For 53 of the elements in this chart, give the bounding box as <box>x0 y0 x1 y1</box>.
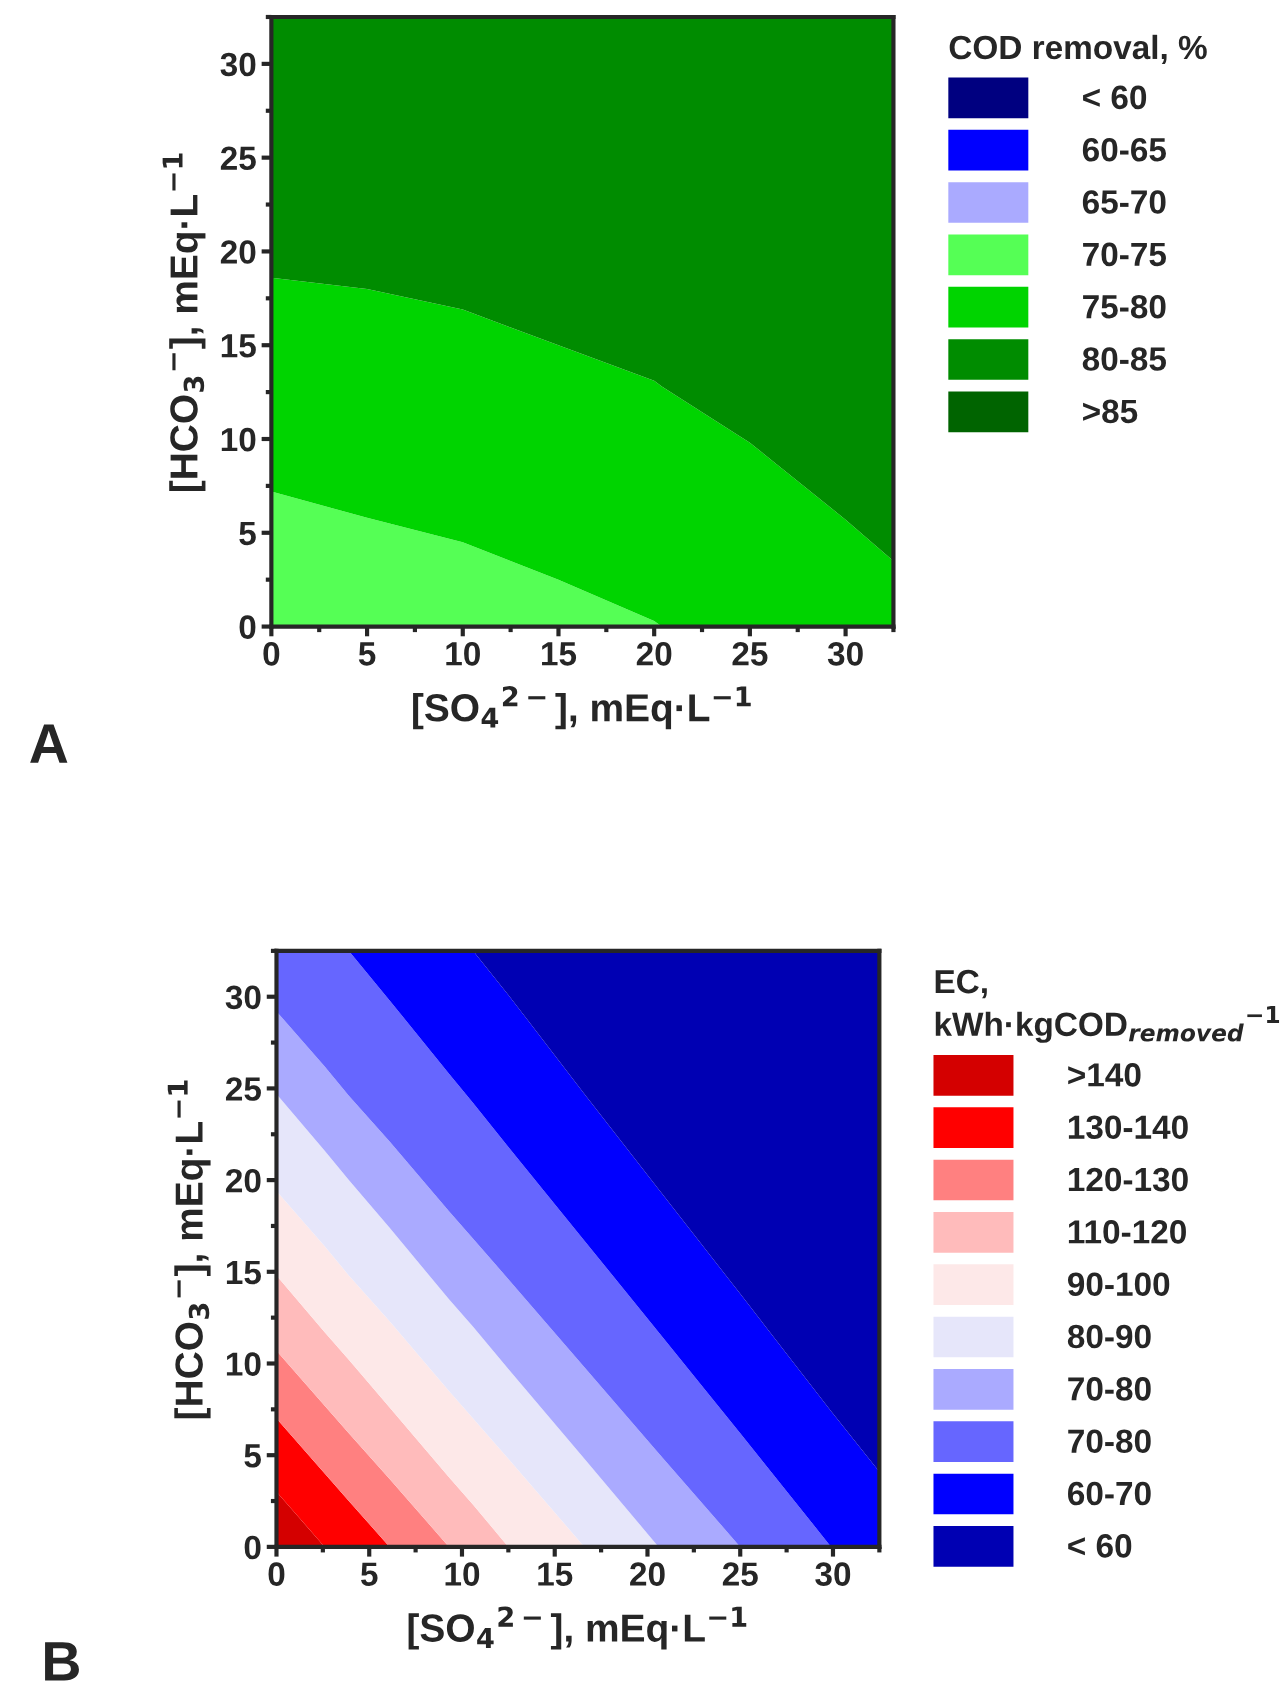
y-tick-label: 5 <box>239 521 256 546</box>
y-tick-label: 0 <box>239 615 256 639</box>
legend-label: < 60 <box>1083 85 1147 110</box>
legend-label: >140 <box>1068 1063 1141 1087</box>
legend-label: 70-80 <box>1068 1377 1151 1401</box>
y-axis-title: [HCO$_{3}$$^{−}$], mEq·L$^{−1}$ <box>167 1080 211 1419</box>
x-tick-label: 25 <box>732 642 768 666</box>
y-tick-label: 25 <box>220 146 256 171</box>
legend-label: 65-70 <box>1082 190 1166 214</box>
legend-label: < 60 <box>1068 1534 1132 1558</box>
y-tick-label: 15 <box>226 1260 261 1285</box>
x-tick-label: 15 <box>542 642 577 666</box>
x-tick-label: 30 <box>827 642 863 666</box>
x-tick-label: 0 <box>268 1562 285 1586</box>
y-axis-title: [HCO$_{3}$$^{−}$], mEq·L$^{−1}$ <box>162 153 206 492</box>
legend-label: 80-85 <box>1082 347 1166 371</box>
legend-label: 60-70 <box>1068 1481 1151 1506</box>
x-tick-label: 20 <box>636 642 672 666</box>
x-axis-title: [SO$_{4}$$^{2−}$], mEq·L$^{−1}$ <box>413 686 751 730</box>
legend-label: 70-75 <box>1083 242 1166 267</box>
y-tick-label: 20 <box>220 240 256 264</box>
x-tick-label: 0 <box>263 642 280 666</box>
y-tick-label: 5 <box>244 1444 261 1468</box>
y-tick-label: 10 <box>226 1352 261 1376</box>
x-tick-label: 10 <box>445 1562 480 1586</box>
y-tick-label: 25 <box>225 1077 261 1101</box>
x-tick-label: 30 <box>815 1562 851 1586</box>
text: B <box>45 1642 79 1681</box>
legend-title: COD removal, % <box>949 34 1207 65</box>
x-tick-label: 20 <box>630 1562 665 1586</box>
y-tick-label: 20 <box>225 1168 261 1193</box>
legend-label: 80-90 <box>1067 1324 1151 1349</box>
y-tick-label: 30 <box>225 985 261 1010</box>
x-tick-label: 15 <box>538 1562 573 1586</box>
x-axis-title: [SO$_{4}$$^{2−}$], mEq·L$^{−1}$ <box>408 1606 747 1650</box>
y-tick-label: 30 <box>220 52 256 77</box>
legend-label: >85 <box>1083 399 1138 424</box>
x-tick-label: 5 <box>360 1562 378 1586</box>
legend-label: 70-80 <box>1068 1429 1151 1454</box>
x-tick-label: 5 <box>358 642 376 666</box>
y-tick-label: 15 <box>221 334 256 358</box>
x-tick-label: 25 <box>722 1562 758 1586</box>
legend-label: 60-65 <box>1082 137 1166 162</box>
legend-label: 110-120 <box>1068 1220 1186 1244</box>
y-tick-label: 0 <box>244 1535 261 1560</box>
legend-label: 130-140 <box>1068 1115 1188 1140</box>
y-tick-label: 10 <box>221 427 256 452</box>
legend-label: 120-130 <box>1068 1167 1188 1192</box>
text: A <box>30 724 68 763</box>
legend-title: EC, kWh·kgCOD$_{removed}$$^{−1}$ <box>935 969 1280 1043</box>
x-tick-label: 10 <box>446 642 480 666</box>
legend-label: 90-100 <box>1067 1272 1170 1297</box>
legend-label: 75-80 <box>1083 294 1166 319</box>
